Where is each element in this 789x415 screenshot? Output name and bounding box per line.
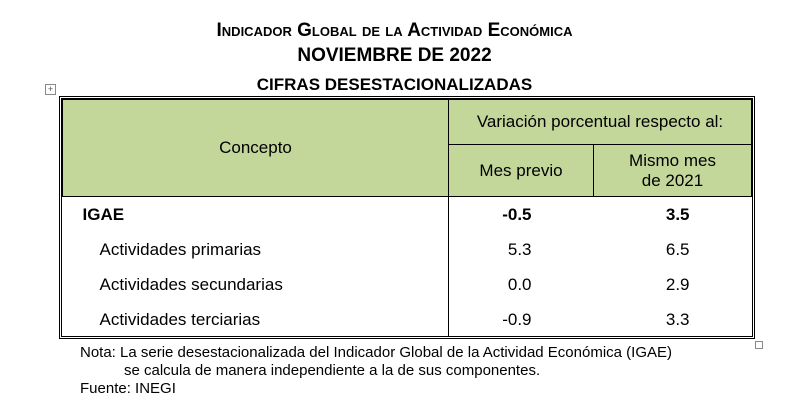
page-subtitle: NOVIEMBRE DE 2022: [297, 45, 492, 66]
row-same: 6.5: [665, 239, 690, 259]
data-table: Concepto Variación porcentual respecto a…: [59, 96, 755, 339]
row-prev: -0.9: [502, 309, 532, 329]
header-same-month: Mismo mes de 2021: [593, 144, 752, 197]
row-concept: Actividades secundarias: [62, 267, 449, 302]
table-row: IGAE -0.5 3.5: [62, 196, 752, 232]
row-same: 2.9: [665, 274, 690, 294]
header-variation: Variación porcentual respecto al:: [448, 99, 752, 145]
table-move-handle-icon[interactable]: +: [45, 84, 56, 95]
note-line-1: Nota: La serie desestacionalizada del In…: [80, 344, 672, 361]
page-title: Indicador Global de la Actividad Económi…: [216, 20, 573, 41]
table-row: Actividades primarias 5.3 6.5: [62, 232, 752, 267]
row-prev: 0.0: [507, 274, 532, 294]
table-row: Actividades secundarias 0.0 2.9: [62, 267, 752, 302]
note-line-2: se calcula de manera independiente a la …: [124, 362, 541, 379]
page-subtitle-2: CIFRAS DESESTACIONALIZADAS: [256, 75, 533, 94]
table-resize-handle[interactable]: [755, 341, 763, 349]
row-concept: Actividades primarias: [62, 232, 449, 267]
row-concept: IGAE: [62, 196, 449, 232]
header-prev-month: Mes previo: [448, 144, 594, 197]
row-concept: Actividades terciarias: [62, 302, 449, 337]
header-concept: Concepto: [62, 99, 449, 197]
row-same: 3.3: [665, 309, 690, 329]
row-prev: 5.3: [507, 239, 532, 259]
row-same: 3.5: [665, 204, 690, 224]
table-row: Actividades terciarias -0.9 3.3: [62, 302, 752, 337]
source-note: Fuente: INEGI: [80, 380, 176, 397]
row-prev: -0.5: [502, 204, 532, 224]
